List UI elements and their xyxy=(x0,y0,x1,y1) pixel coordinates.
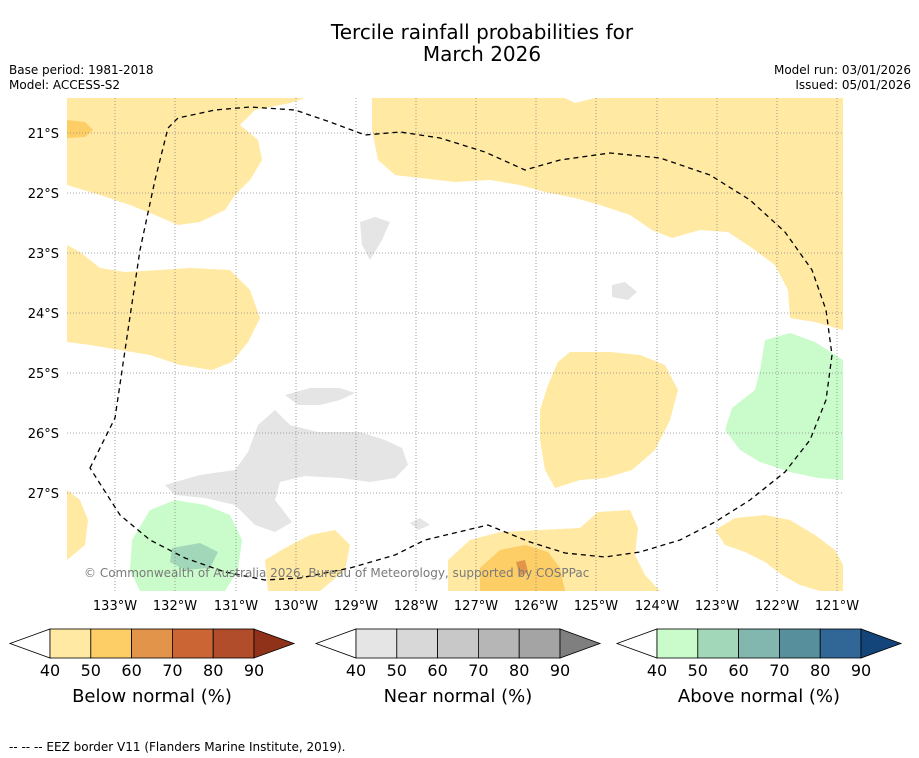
below-normal-area-southeast xyxy=(715,515,843,591)
lon-label: 125°W xyxy=(574,599,618,614)
colorbar-tick-label: 50 xyxy=(81,661,101,680)
below-normal-area-southwest xyxy=(265,530,350,591)
map-copyright: © Commonwealth of Australia 2026, Bureau… xyxy=(84,566,589,580)
colorbar-tick-label: 90 xyxy=(851,661,871,680)
lon-label: 128°W xyxy=(394,599,438,614)
colorbar-segment xyxy=(49,628,92,659)
colorbar-segment xyxy=(131,628,173,659)
lon-labels: 133°W 132°W 131°W 130°W 129°W 128°W 127°… xyxy=(93,599,859,614)
colorbar-segment xyxy=(355,628,398,659)
colorbar-under-triangle xyxy=(8,628,51,659)
colorbar-segment xyxy=(171,628,214,659)
lat-label: 27°S xyxy=(28,487,59,502)
colorbar-segment xyxy=(518,628,561,659)
colorbar-tick-label: 60 xyxy=(121,661,141,680)
colorbar-tick-label: 50 xyxy=(387,661,407,680)
colorbar-tick-label: 40 xyxy=(40,661,60,680)
colorbar-2: 40 50 60 70 80 90 xyxy=(615,628,903,680)
lat-label: 22°S xyxy=(28,187,59,202)
near-normal-legend-title: Near normal (%) xyxy=(383,686,533,707)
colorbar-segment xyxy=(779,628,821,659)
eez-footnote: -- -- -- EEZ border V11 (Flanders Marine… xyxy=(9,740,346,754)
lon-label: 124°W xyxy=(635,599,679,614)
near-normal-area-small-1 xyxy=(285,388,355,405)
colorbars: 40 50 60 70 80 90 40 50 60 70 80 90 40 50 60 70 80 90 xyxy=(8,628,903,680)
colorbar-segment xyxy=(697,628,739,659)
colorbar-tick-label: 40 xyxy=(346,661,366,680)
colorbar-under-triangle xyxy=(314,628,357,659)
lon-label: 132°W xyxy=(153,599,197,614)
lon-label: 129°W xyxy=(334,599,378,614)
below-normal-area-north xyxy=(372,98,843,330)
lon-label: 123°W xyxy=(695,599,739,614)
colorbar-over-triangle xyxy=(860,628,903,659)
model-name: Model: ACCESS-S2 xyxy=(9,78,121,92)
colorbar-segment xyxy=(396,628,438,659)
lon-label: 126°W xyxy=(514,599,558,614)
colorbar-segment xyxy=(212,628,255,659)
colorbar-segment xyxy=(656,628,699,659)
lon-label: 127°W xyxy=(454,599,498,614)
colorbar-tick-label: 70 xyxy=(162,661,182,680)
colorbar-1: 40 50 60 70 80 90 xyxy=(314,628,602,680)
below-normal-60-spot xyxy=(516,560,528,576)
colorbar-tick-label: 40 xyxy=(647,661,667,680)
map-title-line2: March 2026 xyxy=(422,42,542,66)
colorbar-tick-label: 60 xyxy=(427,661,447,680)
base-period: Base period: 1981-2018 xyxy=(9,63,154,77)
colorbar-over-triangle xyxy=(559,628,602,659)
issued-date: Issued: 05/01/2026 xyxy=(795,78,911,92)
colorbar-segment xyxy=(437,628,479,659)
colorbar-segment xyxy=(819,628,862,659)
colorbar-tick-label: 70 xyxy=(468,661,488,680)
below-normal-area-west-edge xyxy=(67,490,88,560)
map-gridlines xyxy=(67,98,843,591)
near-normal-area-small-3 xyxy=(612,282,637,300)
colorbar-0: 40 50 60 70 80 90 xyxy=(8,628,296,680)
near-normal-regions xyxy=(165,217,637,532)
above-normal-50-area xyxy=(170,543,218,570)
map-plot-area: © Commonwealth of Australia 2026, Bureau… xyxy=(67,98,843,591)
lat-label: 25°S xyxy=(28,367,59,382)
colorbar-tick-label: 60 xyxy=(728,661,748,680)
lon-label: 131°W xyxy=(214,599,258,614)
colorbar-under-triangle xyxy=(615,628,658,659)
below-normal-legend-title: Below normal (%) xyxy=(72,686,232,707)
lon-label: 121°W xyxy=(815,599,859,614)
above-normal-legend-title: Above normal (%) xyxy=(677,686,841,707)
model-run: Model run: 03/01/2026 xyxy=(773,63,911,77)
lon-label: 122°W xyxy=(755,599,799,614)
lat-label: 23°S xyxy=(28,247,59,262)
colorbar-tick-label: 80 xyxy=(509,661,529,680)
colorbar-segment xyxy=(738,628,780,659)
lat-label: 26°S xyxy=(28,427,59,442)
lat-label: 24°S xyxy=(28,307,59,322)
lon-label: 130°W xyxy=(274,599,318,614)
near-normal-area-center xyxy=(165,410,408,532)
colorbar-segment xyxy=(90,628,133,659)
colorbar-tick-label: 80 xyxy=(203,661,223,680)
colorbar-tick-label: 50 xyxy=(688,661,708,680)
colorbar-tick-label: 90 xyxy=(550,661,570,680)
map-title-line1: Tercile rainfall probabilities for xyxy=(330,20,634,44)
colorbar-segment xyxy=(477,628,520,659)
below-normal-area-center-east xyxy=(540,352,678,488)
colorbar-tick-label: 90 xyxy=(244,661,264,680)
near-normal-area-small-2 xyxy=(360,217,390,260)
below-normal-50-area-northwest xyxy=(67,120,93,138)
lon-label: 133°W xyxy=(93,599,137,614)
lat-label: 21°S xyxy=(28,127,59,142)
lat-labels: 21°S 22°S 23°S 24°S 25°S 26°S 27°S xyxy=(28,127,59,502)
near-normal-area-small-4 xyxy=(410,518,430,530)
above-normal-area-east xyxy=(725,333,843,480)
colorbar-tick-label: 70 xyxy=(769,661,789,680)
colorbar-tick-label: 80 xyxy=(810,661,830,680)
below-normal-area-northwest xyxy=(67,98,305,225)
colorbar-over-triangle xyxy=(253,628,296,659)
